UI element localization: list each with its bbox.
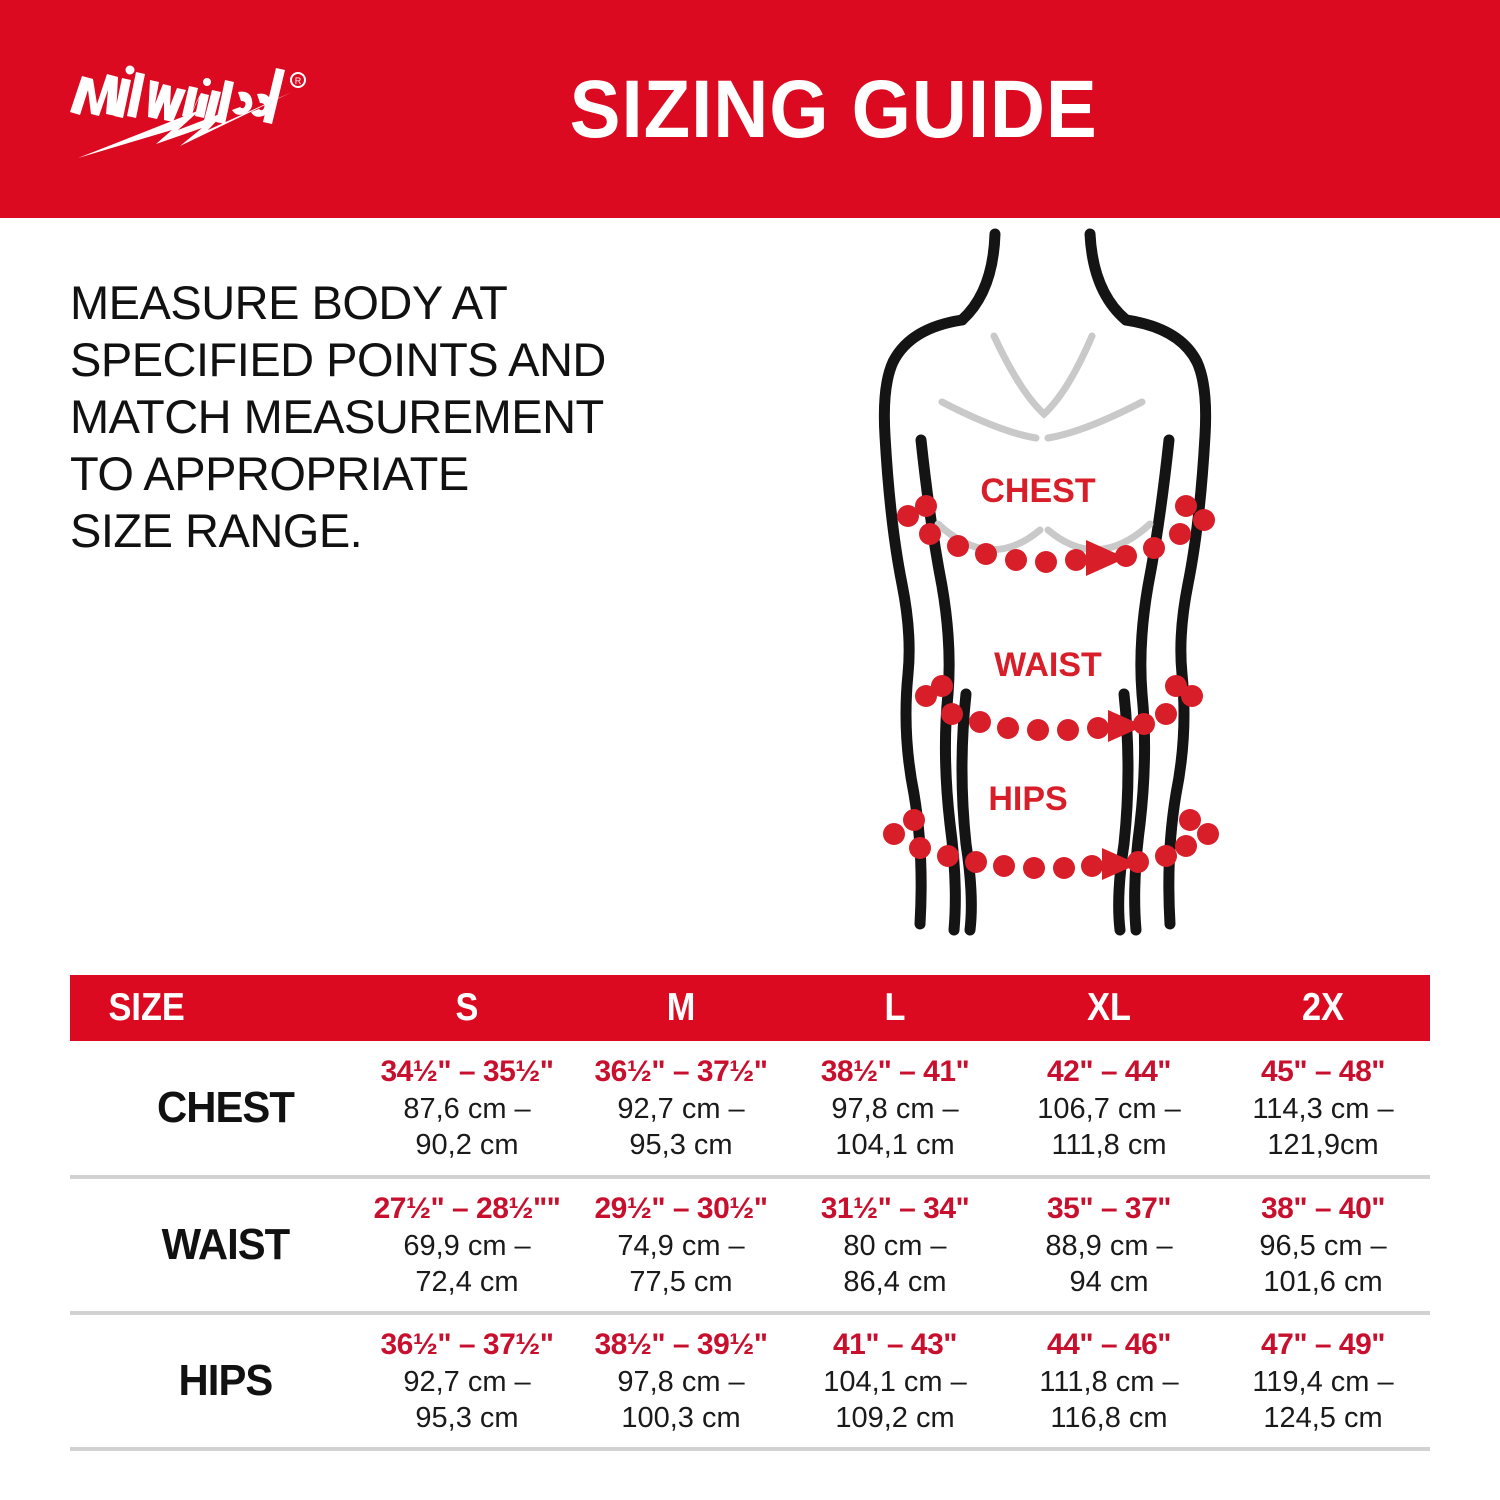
instruction-line-2: SPECIFIED POINTS AND: [70, 333, 606, 386]
cell-waist-s: 27½" – 28½"" 69,9 cm – 72,4 cm: [360, 1177, 574, 1315]
cell-hips-xl: 44" – 46" 111,8 cm – 116,8 cm: [1002, 1313, 1216, 1451]
cell-inches: 36½" – 37½": [594, 1055, 768, 1088]
cell-cm-line2: 109,2 cm: [835, 1402, 955, 1434]
guide-body: MEASURE BODY AT SPECIFIED POINTS AND MAT…: [0, 218, 1500, 970]
page-title: SIZING GUIDE: [569, 64, 1098, 155]
cell-waist-2x: 38" – 40" 96,5 cm – 101,6 cm: [1216, 1177, 1430, 1315]
cell-inches: 47" – 49": [1260, 1328, 1386, 1361]
hips-measure-line: [883, 809, 1219, 880]
cell-cm-line1: 114,3 cm –: [1252, 1093, 1394, 1125]
cell-cm-line2: 72,4 cm: [415, 1266, 519, 1298]
cell-inches: 42" – 44": [1046, 1055, 1172, 1088]
cell-cm-line2: 124,5 cm: [1263, 1402, 1383, 1434]
cell-cm-line1: 92,7 cm –: [403, 1366, 531, 1398]
cell-waist-m: 29½" – 30½" 74,9 cm – 77,5 cm: [574, 1177, 788, 1315]
instruction-line-3: MATCH MEASUREMENT: [70, 390, 604, 443]
cell-cm-line1: 88,9 cm –: [1045, 1230, 1173, 1262]
table-header-row: SIZE S M L XL 2X: [70, 975, 1430, 1041]
cell-inches: 34½" – 35½": [380, 1055, 554, 1088]
header-size-xl: XL: [1087, 986, 1131, 1029]
cell-chest-2x: 45" – 48" 114,3 cm – 121,9cm: [1216, 1041, 1430, 1179]
header-size-2x: 2X: [1302, 986, 1344, 1029]
cell-cm-line2: 116,8 cm: [1050, 1402, 1168, 1434]
row-label-chest: CHEST: [77, 1041, 353, 1179]
cell-cm-line1: 96,5 cm –: [1259, 1230, 1387, 1262]
cell-inches: 45" – 48": [1260, 1055, 1386, 1088]
header-size: SIZE: [108, 986, 185, 1029]
table-row: CHEST 34½" – 35½" 87,6 cm – 90,2 cm 36½"…: [70, 1041, 1430, 1179]
cell-cm-line2: 77,5 cm: [629, 1266, 733, 1298]
row-label-waist: WAIST: [77, 1177, 353, 1315]
table-row: HIPS 36½" – 37½" 92,7 cm – 95,3 cm 38½" …: [70, 1313, 1430, 1451]
cell-cm-line2: 101,6 cm: [1263, 1266, 1383, 1298]
header-size-s: S: [455, 986, 479, 1029]
table-row: WAIST 27½" – 28½"" 69,9 cm – 72,4 cm 29½…: [70, 1177, 1430, 1315]
chest-measure-line: [897, 495, 1215, 576]
cell-cm-line2: 104,1 cm: [835, 1129, 955, 1161]
header-size-m: M: [666, 986, 696, 1029]
cell-cm-line1: 106,7 cm –: [1037, 1093, 1181, 1125]
cell-inches: 38½" – 39½": [594, 1328, 768, 1361]
cell-cm-line1: 80 cm –: [843, 1230, 947, 1262]
cell-cm-line1: 92,7 cm –: [617, 1093, 745, 1125]
cell-cm-line1: 104,1 cm –: [823, 1366, 967, 1398]
cell-cm-line1: 87,6 cm –: [403, 1093, 531, 1125]
cell-chest-l: 38½" – 41" 97,8 cm – 104,1 cm: [788, 1041, 1002, 1179]
cell-cm-line1: 119,4 cm –: [1252, 1366, 1394, 1398]
cell-hips-s: 36½" – 37½" 92,7 cm – 95,3 cm: [360, 1313, 574, 1451]
cell-inches: 38" – 40": [1260, 1192, 1386, 1225]
cell-inches: 29½" – 30½": [594, 1192, 768, 1225]
cell-hips-2x: 47" – 49" 119,4 cm – 124,5 cm: [1216, 1313, 1430, 1451]
waist-label: WAIST: [994, 646, 1102, 684]
instruction-line-4: TO APPROPRIATE: [70, 447, 469, 500]
waist-measure-line: [915, 675, 1203, 742]
header-size-l: L: [884, 986, 906, 1029]
cell-cm-line2: 111,8 cm: [1051, 1129, 1167, 1161]
hips-label: HIPS: [988, 780, 1067, 818]
cell-chest-s: 34½" – 35½" 87,6 cm – 90,2 cm: [360, 1041, 574, 1179]
cell-cm-line1: 74,9 cm –: [617, 1230, 745, 1262]
body-measurement-diagram: CHEST WAIST: [790, 224, 1310, 964]
cell-cm-line2: 90,2 cm: [415, 1129, 519, 1161]
cell-cm-line1: 97,8 cm –: [617, 1366, 745, 1398]
cell-cm-line2: 100,3 cm: [621, 1402, 741, 1434]
row-label-hips: HIPS: [77, 1313, 353, 1451]
sizing-table: SIZE S M L XL 2X CHEST 34½" – 35½" 87,6 …: [70, 975, 1430, 1451]
svg-text:R: R: [295, 76, 302, 86]
cell-chest-xl: 42" – 44" 106,7 cm – 111,8 cm: [1002, 1041, 1216, 1179]
cell-cm-line2: 94 cm: [1069, 1266, 1149, 1298]
instruction-line-5: SIZE RANGE.: [70, 504, 363, 557]
cell-cm-line2: 95,3 cm: [415, 1402, 519, 1434]
cell-inches: 41" – 43": [832, 1328, 958, 1361]
cell-inches: 35" – 37": [1046, 1192, 1172, 1225]
cell-cm-line2: 95,3 cm: [629, 1129, 733, 1161]
cell-inches: 31½" – 34": [820, 1192, 970, 1225]
instruction-line-1: MEASURE BODY AT: [70, 276, 508, 329]
cell-hips-m: 38½" – 39½" 97,8 cm – 100,3 cm: [574, 1313, 788, 1451]
cell-inches: 27½" – 28½"": [373, 1192, 561, 1225]
cell-waist-l: 31½" – 34" 80 cm – 86,4 cm: [788, 1177, 1002, 1315]
sizing-table-wrap: SIZE S M L XL 2X CHEST 34½" – 35½" 87,6 …: [70, 975, 1430, 1451]
chest-label: CHEST: [980, 472, 1095, 510]
milwaukee-logo: R: [60, 46, 350, 166]
instruction-text: MEASURE BODY AT SPECIFIED POINTS AND MAT…: [70, 274, 710, 559]
cell-cm-line2: 86,4 cm: [843, 1266, 947, 1298]
cell-inches: 36½" – 37½": [380, 1328, 554, 1361]
cell-hips-l: 41" – 43" 104,1 cm – 109,2 cm: [788, 1313, 1002, 1451]
page-header: R SIZING GUIDE: [0, 0, 1500, 218]
cell-cm-line1: 69,9 cm –: [403, 1230, 531, 1262]
cell-waist-xl: 35" – 37" 88,9 cm – 94 cm: [1002, 1177, 1216, 1315]
cell-chest-m: 36½" – 37½" 92,7 cm – 95,3 cm: [574, 1041, 788, 1179]
cell-cm-line2: 121,9cm: [1267, 1129, 1379, 1161]
cell-inches: 38½" – 41": [820, 1055, 970, 1088]
cell-cm-line1: 97,8 cm –: [831, 1093, 959, 1125]
cell-cm-line1: 111,8 cm –: [1039, 1366, 1179, 1398]
cell-inches: 44" – 46": [1046, 1328, 1172, 1361]
